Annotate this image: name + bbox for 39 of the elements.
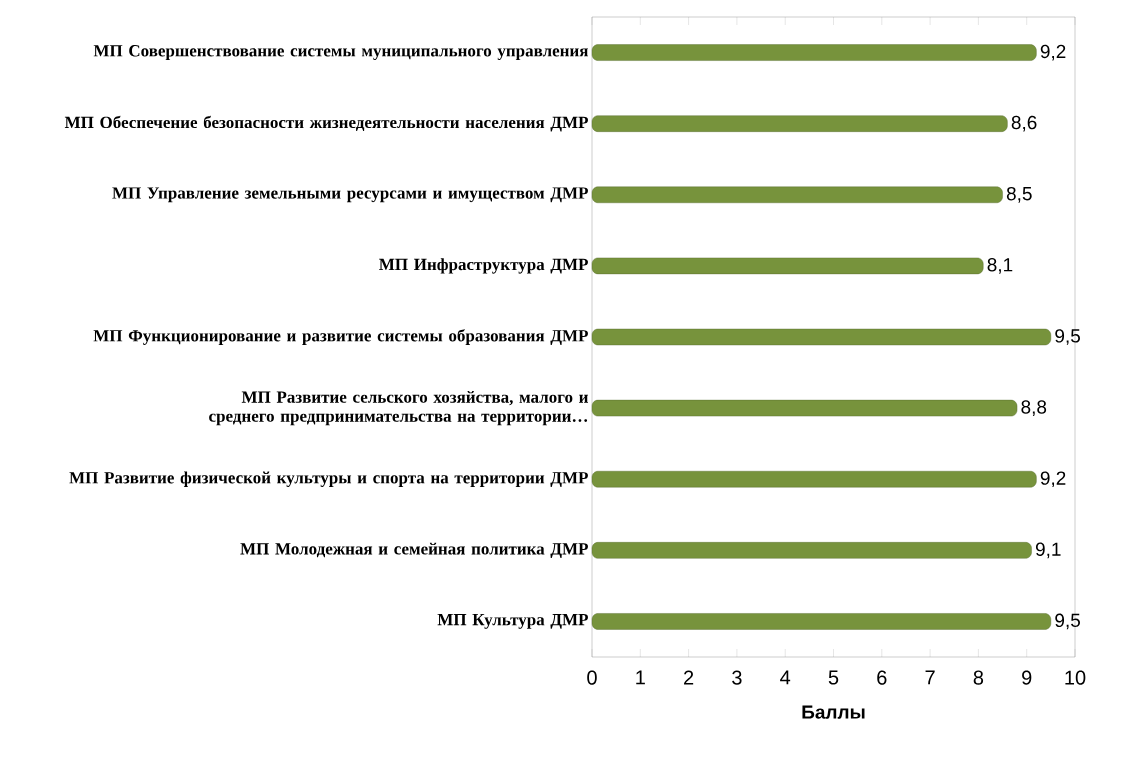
- y-tick-label: МП Молодежная и семейная политика ДМР: [240, 542, 588, 558]
- x-tick-label: 6: [877, 670, 887, 685]
- x-tick-label: 5: [828, 670, 839, 685]
- data-label: 9,5: [1055, 329, 1080, 345]
- y-tick-label: МП Обеспечение безопасности жизнедеятельности населения ДМР: [64, 115, 588, 132]
- data-label: 8,5: [1006, 186, 1032, 203]
- x-tick-label: 3: [732, 670, 742, 685]
- y-tick-label: МП Инфраструктура ДМР: [379, 258, 588, 274]
- data-label: 9,2: [1040, 44, 1066, 61]
- x-tick-label: 2: [684, 670, 694, 685]
- data-label: 9,1: [1035, 542, 1061, 559]
- bar: [591, 257, 984, 275]
- bar: [591, 399, 1018, 417]
- bar: [591, 328, 1052, 346]
- y-tick-label: МП Культура ДМР: [437, 614, 588, 629]
- data-label: 9,2: [1040, 471, 1066, 488]
- data-label: 8,8: [1021, 400, 1047, 416]
- x-tick-label: 0: [587, 670, 597, 685]
- y-tick-label: МП Развитие физической культуры и спорта на территории ДМР: [69, 471, 588, 487]
- bar: [591, 186, 1003, 203]
- bar: [591, 471, 1037, 488]
- x-tick-label: 8: [973, 670, 984, 685]
- x-tick-label: 7: [925, 670, 935, 685]
- bar: [591, 613, 1052, 630]
- x-tick-label: 4: [780, 670, 791, 685]
- data-label: 9,5: [1055, 613, 1080, 630]
- data-label: 8,1: [987, 258, 1013, 274]
- y-tick-label: МП Функционирование и развитие системы образования ДМР: [93, 329, 588, 345]
- y-tick-label: МП Совершенствование системы муниципального управления: [93, 45, 589, 61]
- bar: [591, 542, 1032, 559]
- bar: [591, 44, 1037, 61]
- x-tick-label: 1: [636, 670, 645, 685]
- y-tick-label: МП Управление земельными ресурсами и имуществом ДМР: [112, 187, 588, 203]
- y-tick-label: МП Развитие сельского хозяйства, малого и среднего предпринимательства на территории…: [209, 390, 589, 426]
- x-tick-label: 10: [1065, 670, 1086, 685]
- bar: [591, 115, 1008, 132]
- x-tick-label: 9: [1022, 670, 1032, 685]
- data-label: 8,6: [1011, 115, 1037, 132]
- x-axis-title: Баллы: [802, 705, 865, 719]
